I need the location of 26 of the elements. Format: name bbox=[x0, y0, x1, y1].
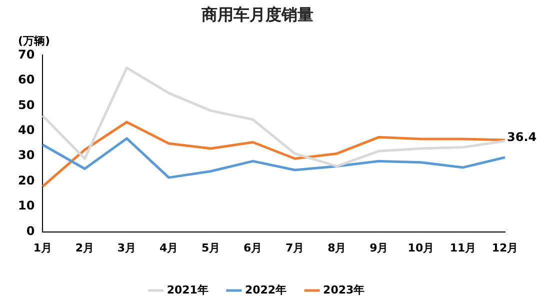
data-label: 36.4 bbox=[507, 130, 537, 144]
x-tick-label: 8月 bbox=[328, 241, 346, 254]
x-tick-label: 4月 bbox=[159, 241, 178, 254]
x-tick-label: 7月 bbox=[286, 241, 304, 254]
y-tick-label: 20 bbox=[18, 173, 35, 188]
legend-label: 2022年 bbox=[244, 283, 287, 296]
x-tick-label: 2月 bbox=[75, 241, 94, 254]
y-axis-title: (万辆) bbox=[18, 34, 50, 48]
x-tick-label: 10月 bbox=[408, 241, 434, 254]
x-tick-label: 12月 bbox=[492, 241, 518, 254]
x-tick-label: 6月 bbox=[244, 241, 262, 254]
x-tick-label: 3月 bbox=[117, 241, 136, 254]
y-tick-label: 70 bbox=[18, 47, 35, 62]
y-tick-label: 60 bbox=[18, 72, 35, 87]
x-tick-label: 9月 bbox=[370, 241, 388, 254]
y-tick-label: 0 bbox=[26, 224, 35, 238]
legend-label: 2023年 bbox=[323, 283, 365, 296]
x-tick-label: 1月 bbox=[33, 241, 52, 254]
legend-label: 2021年 bbox=[166, 283, 208, 296]
chart-title: 商用车月度销量 bbox=[200, 4, 314, 24]
y-tick-label: 40 bbox=[18, 123, 35, 138]
y-tick-label: 10 bbox=[18, 198, 35, 213]
x-tick-label: 5月 bbox=[201, 241, 220, 254]
y-tick-label: 30 bbox=[18, 148, 35, 162]
x-tick-label: 11月 bbox=[450, 241, 476, 254]
y-tick-label: 50 bbox=[18, 98, 35, 112]
